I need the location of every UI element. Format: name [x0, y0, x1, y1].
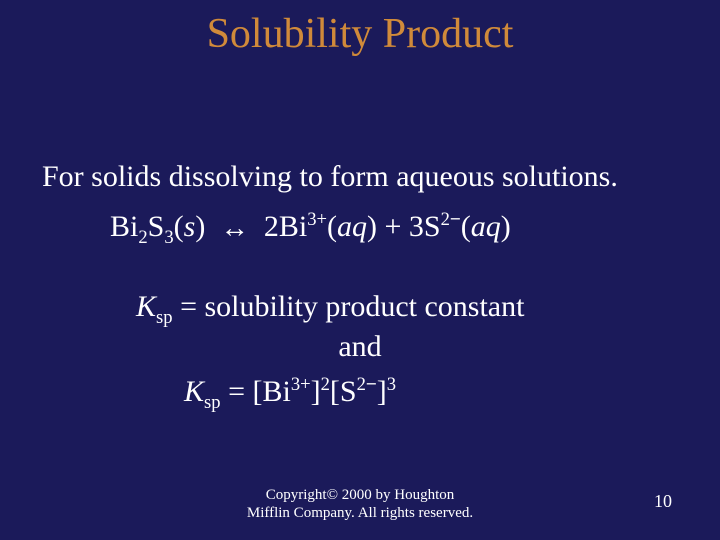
br1-open: [Bi: [252, 375, 290, 408]
ksp-def-text: = solubility product constant: [173, 290, 525, 323]
br1-sup: 3+: [291, 374, 311, 395]
ksp2-sub: sp: [204, 392, 221, 413]
copyright-footer: Copyright© 2000 by Houghton Mifflin Comp…: [0, 486, 720, 522]
lhs-sub1: 2: [138, 227, 147, 248]
rhs-coef2: 3: [409, 210, 424, 243]
br1-close: ]: [311, 375, 321, 408]
ksp-expression: Ksp = [Bi3+]2[S2−]3: [184, 375, 396, 409]
rhs-state1: aq: [337, 210, 367, 243]
equilibrium-arrow-icon: ↔: [220, 212, 249, 245]
chemical-equation: Bi2S3(s) ↔ 2Bi3+(aq) + 3S2−(aq): [110, 210, 511, 244]
rhs-species1: Bi: [279, 210, 307, 243]
rhs-coef1: 2: [264, 210, 279, 243]
br2-close: ]: [377, 375, 387, 408]
intro-text: For solids dissolving to form aqueous so…: [42, 160, 618, 194]
rhs-species2: S: [424, 210, 441, 243]
br2-open: [S: [330, 375, 357, 408]
ksp-sub: sp: [156, 307, 173, 328]
br2-pow: 3: [387, 374, 396, 395]
rhs-state2: aq: [471, 210, 501, 243]
rhs-sup1: 3+: [307, 209, 327, 230]
lhs-species: Bi: [110, 210, 138, 243]
rhs-sup2-sign: −: [450, 208, 461, 229]
footer-line2: Mifflin Company. All rights reserved.: [247, 505, 473, 521]
br1-pow: 2: [321, 374, 330, 395]
footer-line1: Copyright© 2000 by Houghton: [266, 487, 454, 503]
and-text: and: [0, 330, 720, 364]
ksp-K: K: [136, 290, 156, 323]
br2-sup-sign: −: [366, 373, 377, 394]
rhs-sup2-num: 2: [441, 209, 450, 230]
lhs-state: s: [184, 210, 196, 243]
page-number: 10: [654, 491, 672, 512]
lhs-sub2: 3: [164, 227, 173, 248]
ksp2-eq: =: [221, 375, 253, 408]
slide: Solubility Product For solids dissolving…: [0, 0, 720, 540]
ksp-definition: Ksp = solubility product constant: [136, 290, 524, 324]
ksp2-K: K: [184, 375, 204, 408]
lhs-elem2: S: [148, 210, 165, 243]
slide-title: Solubility Product: [0, 10, 720, 58]
plus-sign: +: [377, 210, 409, 243]
br2-sup-num: 2: [357, 374, 366, 395]
